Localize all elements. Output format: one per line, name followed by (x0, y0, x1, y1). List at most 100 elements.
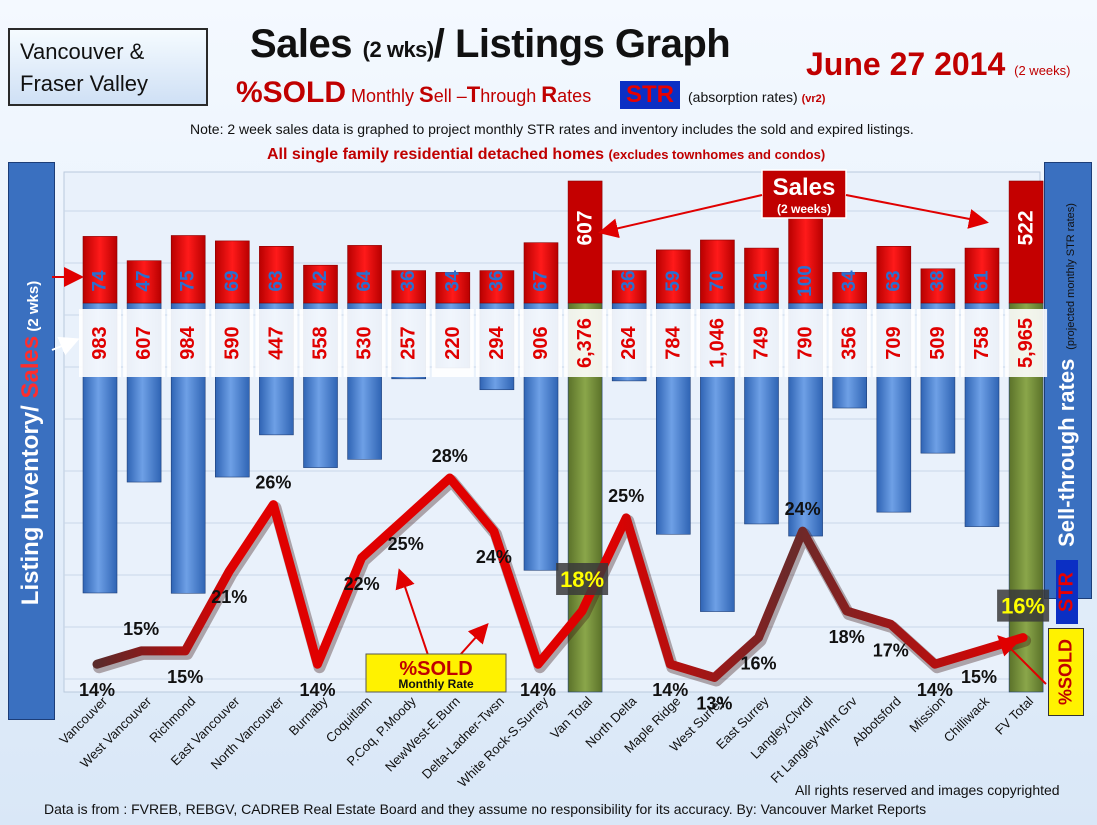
percent-label: 14% (652, 680, 688, 700)
sales-callout-sub: (2 weeks) (777, 202, 831, 216)
sales-value-label: 34 (442, 270, 463, 292)
sales-value-label: 47 (134, 270, 155, 291)
percent-label: 22% (344, 574, 380, 594)
inventory-label-box (79, 309, 121, 377)
sales-bar (435, 272, 471, 304)
category-label: NewWest-E.Burn (382, 694, 463, 775)
sales-bar (303, 264, 338, 304)
sales-bar (832, 272, 868, 304)
inventory-value-label: 983 (89, 326, 111, 359)
inventory-value-label: 784 (662, 325, 684, 359)
total-percent-box (556, 563, 609, 595)
scope-note: All single family residential detached h… (267, 146, 825, 164)
percent-label: 24% (476, 547, 512, 567)
inventory-value-label: 264 (618, 325, 640, 359)
left-axis-band (8, 162, 55, 720)
sales-value-label: 36 (398, 270, 419, 291)
subtitle-ell: ell – (433, 86, 467, 106)
title-part-b: (2 wks) (362, 37, 435, 62)
inventory-value-label: 5,965 (1015, 318, 1037, 368)
chart-title: Sales (2 wks)/ Listings Graph (250, 22, 810, 67)
inventory-value-label: 257 (398, 326, 420, 359)
sales-callout: Sales (2 weeks) (598, 169, 989, 239)
subtitle-sold: %SOLD (236, 76, 347, 109)
inventory-label-box (740, 309, 783, 377)
percent-labels: 14% 15% 15% 21% 26% 14% 22% 25% 28% 24% 14% 18% 25% 1… (79, 446, 1050, 714)
sales-value-label: 522 (1015, 210, 1038, 245)
percent-label: 15% (167, 667, 203, 687)
inventory-label-box (475, 309, 518, 377)
sales-value-label: 38 (927, 270, 948, 291)
sales-bar (876, 246, 912, 304)
scope-exclusion: (excludes townhomes and condos) (608, 147, 826, 162)
region-box: Vancouver & Fraser Valley (8, 28, 208, 106)
inventory-label-box (828, 309, 871, 377)
sales-value-label: 67 (531, 270, 552, 291)
str-vertical-badge: STR (1056, 560, 1078, 624)
sales-bar (215, 240, 250, 304)
sold-callout-arrow-right (459, 623, 489, 656)
inventory-label-box (431, 309, 474, 377)
percent-label: 24% (785, 499, 821, 519)
percent-label: 14% (79, 680, 115, 700)
sales-callout-title: Sales (773, 174, 836, 201)
inventory-label-box (961, 309, 1003, 377)
sales-value-label: 74 (90, 270, 111, 292)
percent-label: 15% (123, 619, 159, 639)
subtitle-s: S (419, 82, 434, 107)
sales-value-label: 63 (266, 270, 287, 291)
sales-value-label: 100 (795, 265, 816, 297)
inventory-value-label: 294 (486, 325, 508, 359)
sold-callout-arrow-left (395, 568, 429, 656)
sales-labels: 74 47 75 69 63 42 64 36 34 36 67 607 36 59 70 61 100 34 63… (90, 210, 1038, 296)
sales-value-label: 59 (663, 270, 684, 291)
inventory-label-box (167, 309, 210, 377)
inventory-label-box (872, 309, 915, 377)
subtitle-t: T (466, 82, 481, 107)
absorption-note: (absorption rates) (vr2) (688, 89, 825, 105)
category-label: Chilliwack (941, 693, 993, 745)
sales-callout-arrow-left (598, 194, 763, 239)
sales-value-label: 63 (883, 270, 904, 291)
sales-callout-arrow-right (845, 194, 989, 229)
sales-bar (391, 270, 427, 304)
date-text: June 27 2014 (806, 46, 1006, 82)
sales-value-label: 36 (619, 270, 640, 291)
inventory-label-box (608, 309, 651, 377)
sold-callout-box (365, 653, 507, 693)
inventory-label-box (1005, 309, 1048, 377)
inventory-value-label: 758 (971, 326, 993, 359)
version-tag: (vr2) (801, 93, 826, 105)
inventory-value-label: 356 (839, 326, 861, 359)
percent-label: 18% (560, 567, 604, 592)
category-label: Ft Langley-Wlnt Grv (767, 693, 860, 786)
subtitle-monthly: Monthly (346, 86, 420, 106)
sales-bar (700, 239, 735, 304)
inventory-label-box (123, 309, 166, 377)
sales-value-label: 75 (178, 270, 199, 292)
sold-line-group (92, 473, 1032, 687)
sales-bar (788, 212, 823, 304)
absorption-text: (absorption rates) (688, 89, 798, 105)
str-badge: STR (620, 81, 680, 109)
sales-bar (655, 249, 691, 304)
title-part-a: Sales (250, 22, 363, 66)
inventory-label-box (211, 309, 254, 377)
source-note: Data is from : FVREB, REBGV, CADREB Real… (44, 801, 927, 817)
sold-line (92, 473, 1028, 682)
inventory-label-box (520, 309, 562, 377)
category-label: FV Total (992, 693, 1036, 737)
percent-label: 25% (388, 534, 424, 554)
inventory-value-label: 607 (133, 326, 155, 359)
inventory-value-label: 906 (530, 326, 552, 359)
inventory-value-label: 6,376 (574, 318, 596, 368)
sales-value-label: 61 (751, 270, 772, 292)
inventory-value-label: 558 (310, 326, 332, 359)
inventory-value-label: 530 (354, 326, 376, 359)
percent-label: 21% (211, 587, 247, 607)
sold-callout-title: %SOLD (399, 658, 472, 680)
percent-label: 14% (917, 680, 953, 700)
scope-text: All single family residential detached h… (267, 146, 604, 163)
inventory-label-box (343, 309, 386, 377)
